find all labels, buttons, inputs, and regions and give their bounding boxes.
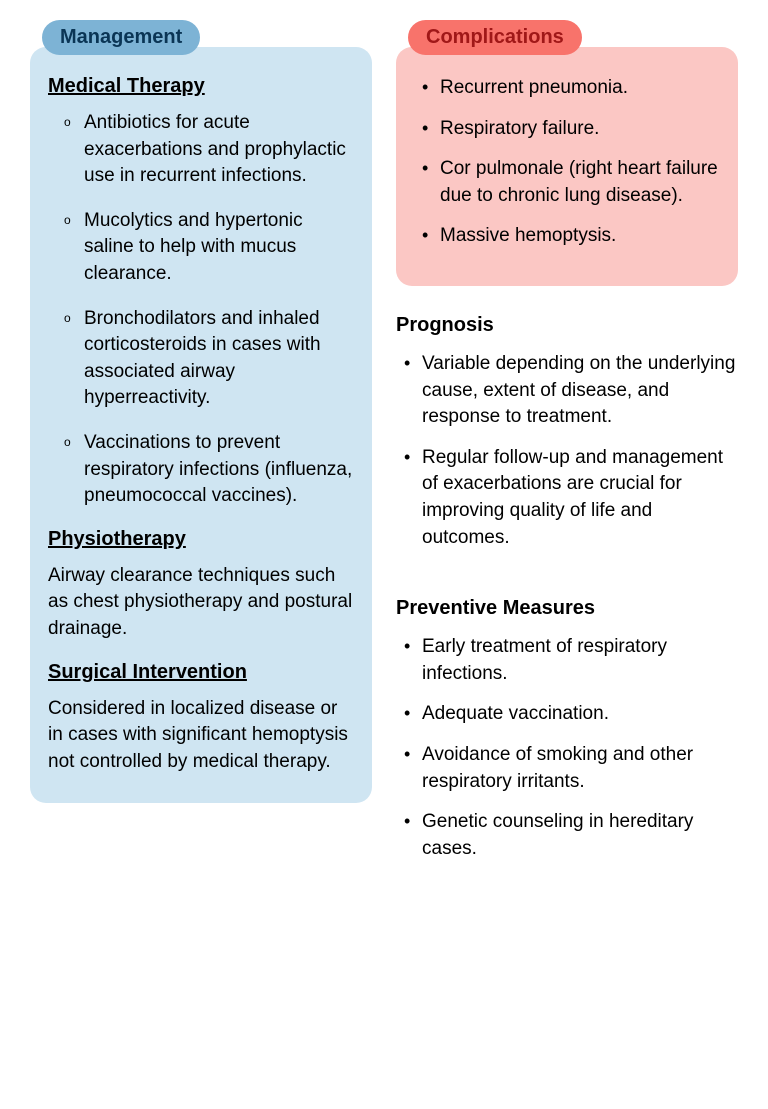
physiotherapy-heading: Physiotherapy [48, 528, 354, 551]
complications-list: Recurrent pneumonia. Respiratory failure… [414, 75, 720, 250]
list-item: Adequate vaccination. [404, 701, 738, 728]
list-item: Antibiotics for acute exacerbations and … [64, 110, 354, 190]
list-item: Recurrent pneumonia. [422, 75, 720, 102]
left-column: Management Medical Therapy Antibiotics f… [30, 20, 372, 876]
list-item: Early treatment of respiratory infection… [404, 634, 738, 687]
right-column: Complications Recurrent pneumonia. Respi… [396, 20, 738, 876]
list-item: Genetic counseling in hereditary cases. [404, 809, 738, 862]
complications-panel: Recurrent pneumonia. Respiratory failure… [396, 47, 738, 286]
list-item: Mucolytics and hypertonic saline to help… [64, 208, 354, 288]
list-item: Bronchodilators and inhaled corticostero… [64, 306, 354, 412]
management-header: Management [42, 20, 200, 55]
list-item: Cor pulmonale (right heart failure due t… [422, 156, 720, 209]
surgical-heading: Surgical Intervention [48, 661, 354, 684]
physiotherapy-body: Airway clearance techniques such as ches… [48, 563, 354, 643]
prognosis-list: Variable depending on the underlying cau… [396, 351, 738, 565]
list-item: Vaccinations to prevent respiratory infe… [64, 430, 354, 510]
medical-therapy-list: Antibiotics for acute exacerbations and … [48, 110, 354, 510]
list-item: Regular follow-up and management of exac… [404, 445, 738, 551]
complications-header-wrapper: Complications [396, 20, 738, 55]
prognosis-heading: Prognosis [396, 314, 738, 337]
list-item: Respiratory failure. [422, 116, 720, 143]
surgical-body: Considered in localized disease or in ca… [48, 696, 354, 776]
list-item: Variable depending on the underlying cau… [404, 351, 738, 431]
management-panel: Medical Therapy Antibiotics for acute ex… [30, 47, 372, 803]
complications-header: Complications [408, 20, 582, 55]
list-item: Massive hemoptysis. [422, 223, 720, 250]
management-header-wrapper: Management [30, 20, 372, 55]
medical-therapy-heading: Medical Therapy [48, 75, 354, 98]
preventive-heading: Preventive Measures [396, 597, 738, 620]
list-item: Avoidance of smoking and other respirato… [404, 742, 738, 795]
preventive-list: Early treatment of respiratory infection… [396, 634, 738, 876]
